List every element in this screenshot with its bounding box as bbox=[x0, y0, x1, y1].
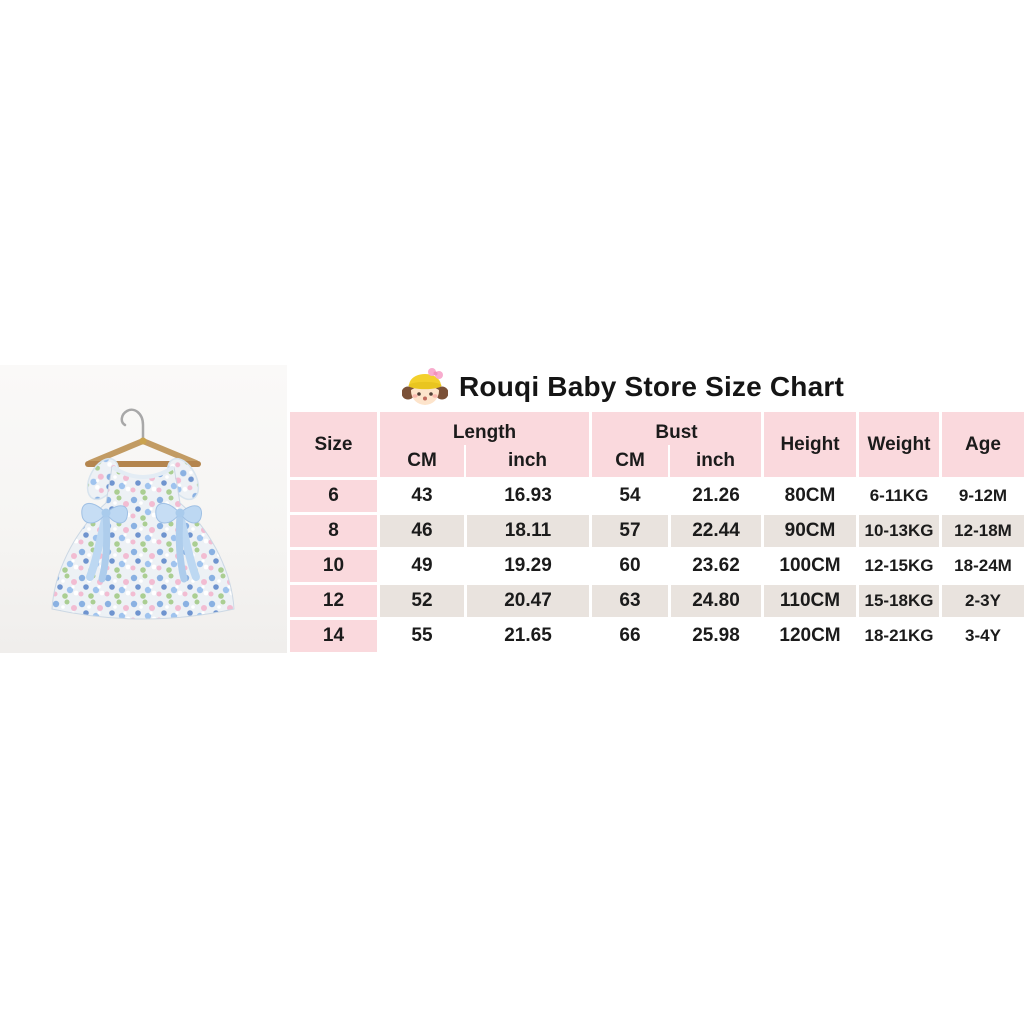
age-cell: 12-18M bbox=[942, 515, 1024, 547]
header-length-inch-label: inch bbox=[464, 445, 589, 477]
length-inch-cell: 18.11 bbox=[467, 515, 589, 547]
length-inch-cell: 20.47 bbox=[467, 585, 589, 617]
header-weight-label: Weight bbox=[867, 433, 931, 455]
bust-cm-cell: 63 bbox=[592, 585, 668, 617]
table-row-size-10: 10 49 19.29 60 23.62 100CM 12-15KG 18-24… bbox=[290, 550, 1024, 582]
length-cm-cell: 52 bbox=[380, 585, 464, 617]
header-length-cm-label: CM bbox=[407, 450, 437, 471]
bust-cm-cell: 60 bbox=[592, 550, 668, 582]
right-ribbon-bow bbox=[155, 503, 203, 583]
page-title: Rouqi Baby Store Size Chart bbox=[458, 371, 844, 402]
dress-neckline bbox=[112, 466, 174, 479]
height-cell: 90CM bbox=[764, 515, 856, 547]
weight-cell: 6-11KG bbox=[859, 480, 939, 512]
bust-inch-cell: 22.44 bbox=[671, 515, 761, 547]
size-cell: 8 bbox=[290, 515, 377, 547]
bust-inch-cell: 21.26 bbox=[671, 480, 761, 512]
size-chart-table: Size Length CM inch Bust CM inch Height … bbox=[290, 412, 1024, 652]
length-cm-cell: 49 bbox=[380, 550, 464, 582]
header-height-label: Height bbox=[780, 433, 840, 455]
table-row-size-8: 8 46 18.11 57 22.44 90CM 10-13KG 12-18M bbox=[290, 515, 1024, 547]
header-height: Height bbox=[764, 412, 856, 477]
product-photo bbox=[0, 365, 287, 653]
height-cell: 100CM bbox=[764, 550, 856, 582]
floral-dress-illustration bbox=[51, 408, 235, 620]
length-inch-cell: 19.29 bbox=[467, 550, 589, 582]
header-bust-cm-label: CM bbox=[615, 450, 645, 471]
size-cell: 12 bbox=[290, 585, 377, 617]
age-cell: 18-24M bbox=[942, 550, 1024, 582]
length-inch-cell: 16.93 bbox=[467, 480, 589, 512]
length-cm-cell: 43 bbox=[380, 480, 464, 512]
length-inch-cell: 21.65 bbox=[467, 620, 589, 652]
bust-cm-cell: 57 bbox=[592, 515, 668, 547]
weight-cell: 15-18KG bbox=[859, 585, 939, 617]
table-row-size-6: 6 43 16.93 54 21.26 80CM 6-11KG 9-12M bbox=[290, 480, 1024, 512]
page-header: Rouqi Baby Store Size Chart bbox=[250, 364, 996, 410]
length-cm-cell: 46 bbox=[380, 515, 464, 547]
height-cell: 110CM bbox=[764, 585, 856, 617]
bust-inch-cell: 24.80 bbox=[671, 585, 761, 617]
header-size-label: Size bbox=[314, 433, 353, 455]
left-ribbon-bow bbox=[81, 503, 129, 583]
header-bust-group: Bust CM inch bbox=[592, 412, 761, 477]
table-row-size-12: 12 52 20.47 63 24.80 110CM 15-18KG 2-3Y bbox=[290, 585, 1024, 617]
age-cell: 2-3Y bbox=[942, 585, 1024, 617]
header-bust-inch-label: inch bbox=[668, 445, 761, 477]
table-header: Size Length CM inch Bust CM inch Height … bbox=[290, 412, 1024, 477]
age-cell: 3-4Y bbox=[942, 620, 1024, 652]
header-age-label: Age bbox=[965, 433, 1001, 455]
size-cell: 6 bbox=[290, 480, 377, 512]
weight-cell: 10-13KG bbox=[859, 515, 939, 547]
weight-cell: 12-15KG bbox=[859, 550, 939, 582]
height-cell: 120CM bbox=[764, 620, 856, 652]
table-row-size-14: 14 55 21.65 66 25.98 120CM 18-21KG 3-4Y bbox=[290, 620, 1024, 652]
header-length-group: Length CM inch bbox=[380, 412, 589, 477]
weight-cell: 18-21KG bbox=[859, 620, 939, 652]
header-size: Size bbox=[290, 412, 377, 477]
size-cell: 14 bbox=[290, 620, 377, 652]
bust-inch-cell: 25.98 bbox=[671, 620, 761, 652]
age-cell: 9-12M bbox=[942, 480, 1024, 512]
header-weight: Weight bbox=[859, 412, 939, 477]
bust-inch-cell: 23.62 bbox=[671, 550, 761, 582]
header-age: Age bbox=[942, 412, 1024, 477]
dress-body bbox=[51, 466, 235, 620]
length-cm-cell: 55 bbox=[380, 620, 464, 652]
hanger-hook bbox=[120, 408, 145, 445]
header-length-label: Length bbox=[452, 422, 517, 443]
girl-emoji-icon bbox=[401, 365, 449, 409]
height-cell: 80CM bbox=[764, 480, 856, 512]
bust-cm-cell: 54 bbox=[592, 480, 668, 512]
bust-cm-cell: 66 bbox=[592, 620, 668, 652]
size-cell: 10 bbox=[290, 550, 377, 582]
header-bust-label: Bust bbox=[655, 422, 698, 443]
